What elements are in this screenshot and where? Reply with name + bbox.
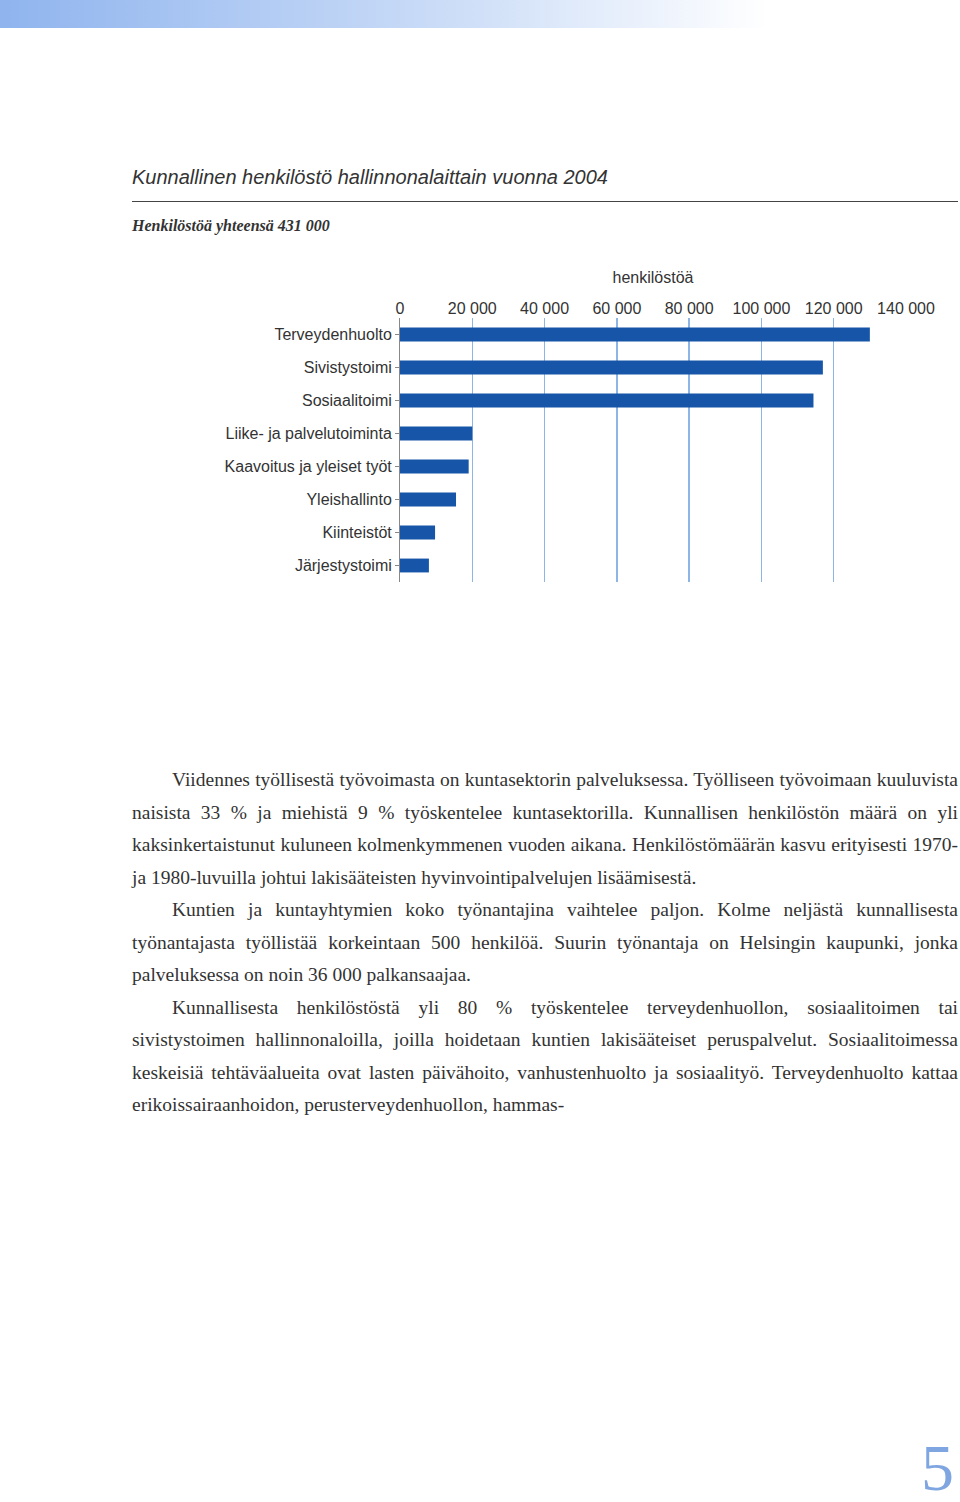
svg-text:Terveydenhuolto: Terveydenhuolto — [274, 326, 392, 343]
svg-text:henkilöstöä: henkilöstöä — [613, 269, 694, 286]
html-text:Kunnallinen henkilöstö hallinn: Kunnallinen henkilöstö hallinnonalaittai… — [132, 166, 608, 188]
html-text:Kuntien ja kuntayhtymien koko: Kuntien ja kuntayhtymien koko työnantaji… — [132, 899, 958, 985]
svg-text:60 000: 60 000 — [592, 300, 641, 317]
svg-text:Liike- ja palvelutoiminta: Liike- ja palvelutoiminta — [225, 425, 391, 442]
svg-text:Sivistystoimi: Sivistystoimi — [304, 359, 392, 376]
html-text:Henkilöstöä yhteensä 431 000: Henkilöstöä yhteensä 431 000 — [132, 217, 330, 234]
html-text:Viidennes työllisestä työvoima: Viidennes työllisestä työvoimasta on kun… — [132, 769, 958, 888]
svg-text:20 000: 20 000 — [448, 300, 497, 317]
svg-text:80 000: 80 000 — [665, 300, 714, 317]
svg-text:Kiinteistöt: Kiinteistöt — [322, 524, 392, 541]
svg-text:140 000: 140 000 — [877, 300, 935, 317]
svg-text:120 000: 120 000 — [805, 300, 863, 317]
svg-text:100 000: 100 000 — [733, 300, 791, 317]
svg-text:Sosiaalitoimi: Sosiaalitoimi — [302, 392, 392, 409]
svg-text:Kaavoitus ja yleiset työt: Kaavoitus ja yleiset työt — [225, 458, 393, 475]
svg-text:Järjestystoimi: Järjestystoimi — [295, 557, 392, 574]
svg-text:0: 0 — [396, 300, 405, 317]
svg-text:Yleishallinto: Yleishallinto — [306, 491, 391, 508]
html-text:Kunnallisesta henkilöstöstä yl: Kunnallisesta henkilöstöstä yli 80 % työ… — [132, 996, 958, 1115]
svg-text:40 000: 40 000 — [520, 300, 569, 317]
